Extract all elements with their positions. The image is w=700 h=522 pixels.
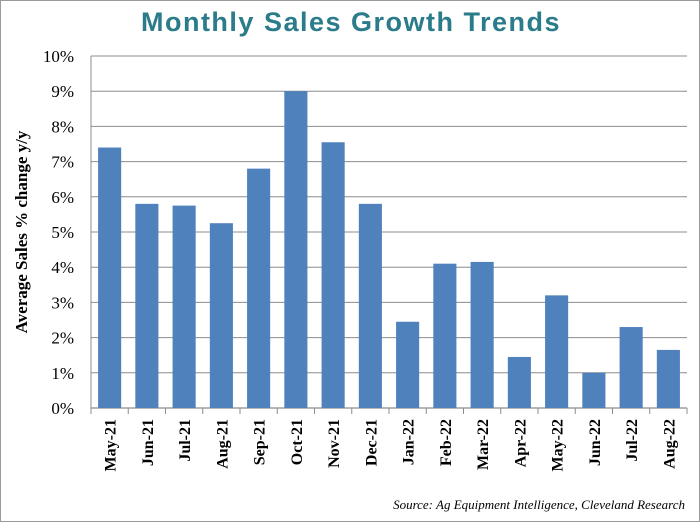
y-tick-label: 10% [43, 47, 74, 66]
x-tick-label: Jun-21 [140, 419, 157, 466]
source-note: Source: Ag Equipment Intelligence, Cleve… [393, 497, 685, 512]
x-tick-label: Jun-22 [587, 419, 604, 466]
bar [209, 223, 233, 408]
x-tick-label: Sep-21 [252, 419, 269, 465]
bar [247, 168, 271, 408]
bar [656, 349, 680, 408]
bar [619, 327, 643, 408]
bar [172, 205, 196, 408]
bar [358, 203, 382, 408]
y-tick-label: 7% [51, 153, 74, 172]
x-tick-label: Aug-22 [661, 419, 678, 469]
x-tick-label: Nov-21 [326, 419, 343, 468]
bar [135, 203, 159, 408]
y-tick-label: 6% [51, 188, 74, 207]
bar [545, 295, 569, 408]
x-tick-label: Aug-21 [214, 419, 231, 469]
x-tick-label: Jul-22 [624, 419, 641, 462]
chart-title: Monthly Sales Growth Trends [140, 7, 562, 37]
bar [582, 372, 606, 408]
x-tick-label: Oct-21 [289, 419, 306, 465]
y-tick-label: 2% [51, 329, 74, 348]
y-tick-label: 8% [51, 117, 74, 136]
bar [507, 356, 531, 408]
bar [284, 91, 308, 408]
x-tick-label: Jul-21 [177, 419, 194, 462]
x-tick-label: Mar-22 [475, 419, 492, 470]
y-tick-label: 1% [51, 364, 74, 383]
x-tick-label: Apr-22 [512, 419, 529, 467]
y-tick-label: 5% [51, 223, 74, 242]
y-axis-title: Average Sales % change y/y [12, 130, 31, 333]
bar [98, 147, 122, 408]
x-tick-label: May-21 [103, 419, 120, 471]
bar [433, 263, 457, 408]
x-tick-label: Jan-22 [401, 419, 418, 465]
y-tick-label: 3% [51, 293, 74, 312]
y-tick-label: 4% [51, 258, 74, 277]
x-tick-label: May-22 [550, 419, 567, 471]
y-tick-label: 0% [51, 399, 74, 418]
y-tick-label: 9% [51, 82, 74, 101]
bar [396, 321, 420, 408]
x-tick-label: Dec-21 [363, 419, 380, 466]
bar [321, 142, 345, 409]
x-tick-label: Feb-22 [438, 419, 455, 466]
bar [470, 261, 494, 408]
